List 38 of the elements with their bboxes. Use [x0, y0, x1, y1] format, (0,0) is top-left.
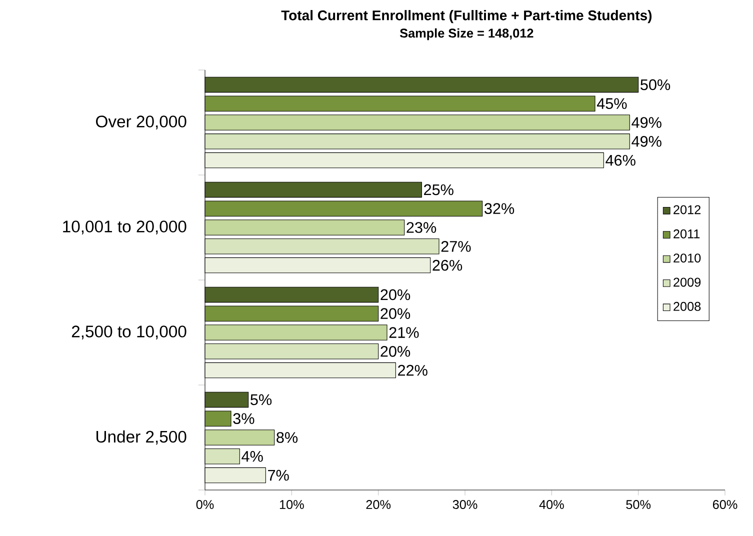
chart-title: Total Current Enrollment (Fulltime + Part-time Students) — [281, 10, 652, 24]
data-label: 21% — [389, 327, 419, 338]
x-tick-label: 0% — [196, 500, 214, 510]
data-label: 46% — [606, 154, 636, 166]
legend-label: 2012 — [674, 205, 701, 214]
data-label: 5% — [250, 394, 272, 406]
x-tick-label: 30% — [452, 500, 478, 510]
x-tick-label: 60% — [712, 500, 738, 510]
data-label: 26% — [432, 260, 462, 271]
x-tick-label: 50% — [626, 500, 651, 510]
data-label: 20% — [380, 346, 410, 357]
data-label: 27% — [441, 241, 471, 252]
data-label: 25% — [424, 184, 454, 196]
y-tick-label: 10,001 to 20,000 — [63, 220, 186, 234]
x-tick-label: 20% — [366, 500, 391, 510]
data-label: 22% — [398, 364, 428, 376]
data-label: 20% — [380, 289, 410, 300]
legend-label: 2008 — [674, 302, 701, 311]
data-label: 8% — [276, 432, 298, 443]
legend-label: 2011 — [674, 229, 700, 238]
y-tick-label: 2,500 to 10,000 — [72, 326, 186, 340]
y-tick-label: Under 2,500 — [96, 430, 186, 445]
data-label: 23% — [406, 222, 436, 233]
legend-label: 2010 — [674, 254, 701, 263]
data-label: 49% — [632, 136, 662, 147]
legend-label: 2009 — [674, 278, 701, 287]
y-tick-label: Over 20,000 — [96, 116, 186, 130]
data-label: 7% — [268, 470, 289, 481]
data-label: 49% — [632, 117, 662, 128]
x-tick-label: 10% — [280, 500, 304, 510]
x-tick-label: 40% — [539, 500, 564, 510]
data-label: 3% — [233, 413, 254, 424]
data-label: 20% — [380, 308, 410, 320]
data-label: 32% — [484, 203, 514, 214]
data-label: 45% — [596, 98, 627, 109]
chart-subtitle: Sample Size = 148,012 — [400, 28, 534, 40]
data-label: 4% — [242, 451, 263, 462]
data-label: 50% — [640, 79, 670, 90]
